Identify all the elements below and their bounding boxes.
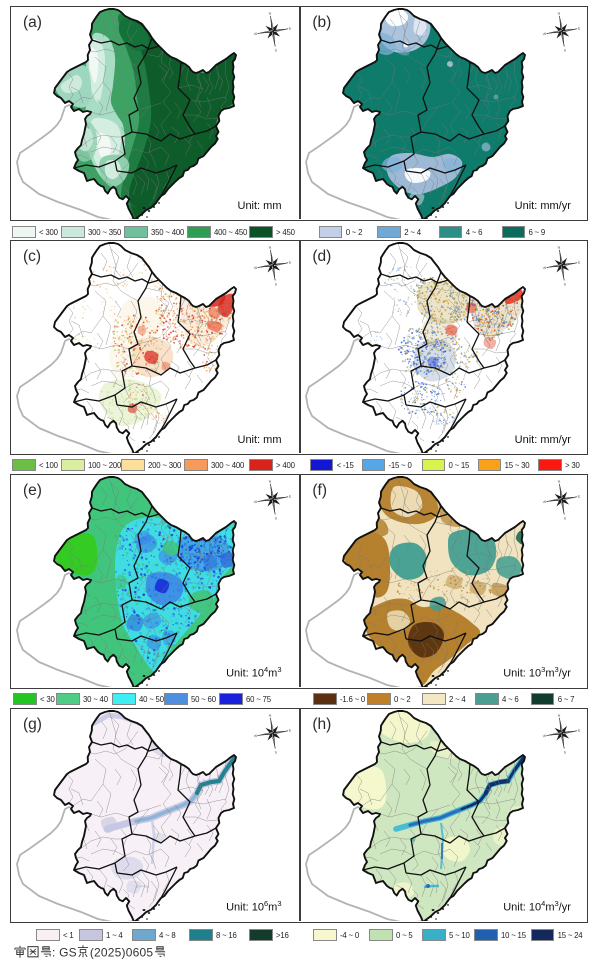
svg-text:E: E (578, 260, 582, 264)
svg-text:S: S (564, 282, 568, 286)
svg-text:W: W (254, 266, 259, 271)
svg-text:S: S (564, 516, 568, 520)
svg-text:E: E (578, 26, 582, 30)
svg-text:W: W (543, 500, 548, 505)
svg-text:S: S (274, 48, 278, 52)
svg-text:W: W (254, 734, 259, 739)
svg-text:E: E (289, 26, 293, 30)
svg-text:E: E (578, 728, 582, 732)
svg-text:E: E (578, 494, 582, 498)
svg-text:W: W (543, 32, 548, 37)
svg-text:N: N (268, 11, 272, 15)
svg-text:E: E (289, 728, 293, 732)
svg-text:W: W (254, 32, 259, 37)
svg-text:N: N (268, 479, 272, 483)
svg-text:S: S (274, 516, 278, 520)
svg-text:N: N (268, 713, 272, 717)
svg-text:S: S (564, 48, 568, 52)
svg-text:E: E (289, 260, 293, 264)
svg-text:E: E (289, 494, 293, 498)
svg-text:N: N (558, 479, 562, 483)
svg-text:W: W (543, 734, 548, 739)
svg-text:W: W (254, 500, 259, 505)
svg-text:N: N (558, 245, 562, 249)
svg-text:S: S (564, 750, 568, 754)
svg-text:N: N (558, 11, 562, 15)
svg-text:N: N (268, 245, 272, 249)
svg-text:W: W (543, 266, 548, 271)
svg-text:S: S (274, 282, 278, 286)
svg-text:N: N (558, 713, 562, 717)
svg-text:S: S (274, 750, 278, 754)
